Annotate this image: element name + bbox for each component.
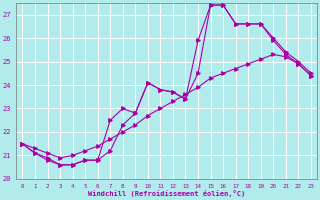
X-axis label: Windchill (Refroidissement éolien,°C): Windchill (Refroidissement éolien,°C) xyxy=(88,190,245,197)
